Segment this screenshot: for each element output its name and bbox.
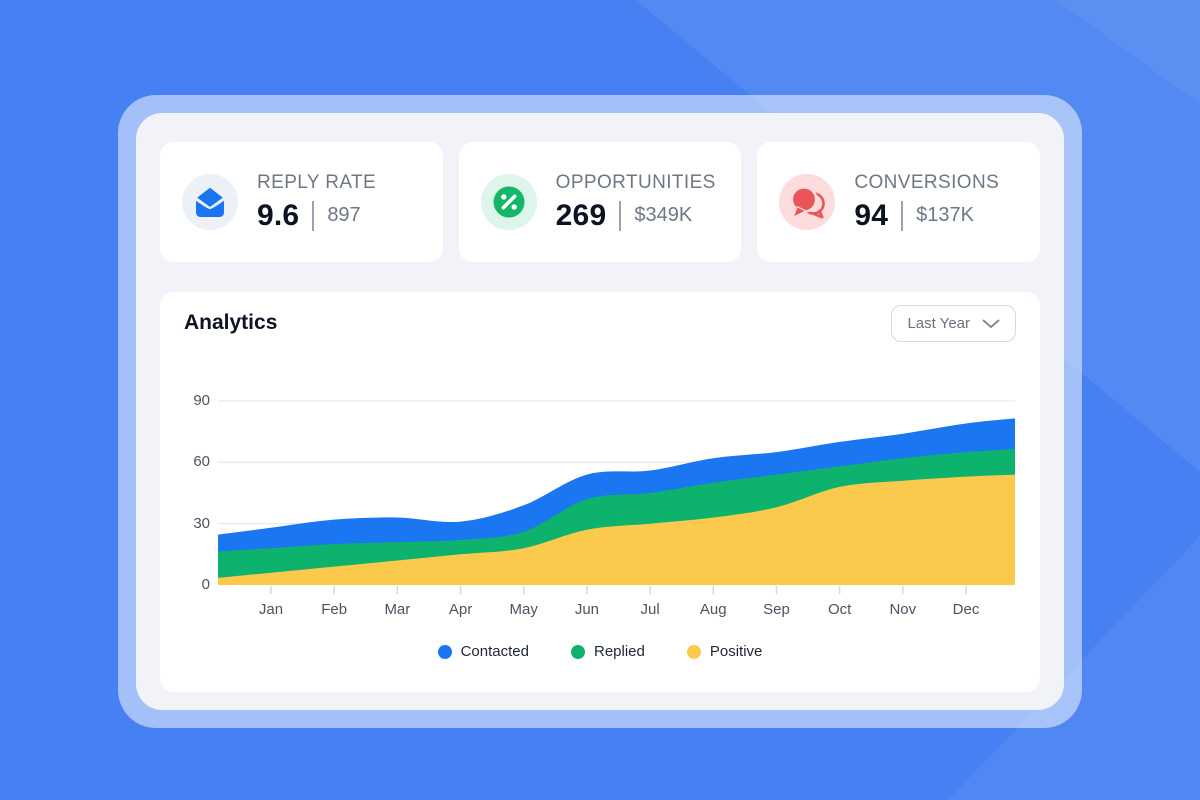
- x-axis-label-feb: Feb: [321, 601, 348, 618]
- dashboard-frame: REPLY RATE 9.6 897 OPPORT: [118, 95, 1082, 728]
- stat-card-row: REPLY RATE 9.6 897 OPPORT: [160, 142, 1041, 262]
- stacked-area-chart: [218, 400, 1015, 594]
- chart-area: 0 30 60 90 Jan Feb Mar Apr May Jun Jul Aug Sep Oct No…: [193, 392, 1015, 618]
- stat-label: REPLY RATE: [257, 171, 377, 193]
- x-axis-label-sep: Sep: [763, 601, 790, 618]
- dashboard-panel: REPLY RATE 9.6 897 OPPORT: [136, 113, 1064, 710]
- chat-bubbles-icon: [779, 174, 836, 230]
- x-axis-label-oct: Oct: [827, 601, 852, 618]
- x-axis-label-apr: Apr: [448, 601, 473, 618]
- legend-item-replied[interactable]: Replied: [570, 643, 645, 660]
- period-dropdown[interactable]: Last Year: [891, 305, 1016, 342]
- envelope-icon: [182, 174, 238, 230]
- period-dropdown-value: Last Year: [907, 315, 970, 332]
- stat-secondary-value: 897: [327, 204, 361, 226]
- stat-label: OPPORTUNITIES: [555, 171, 716, 193]
- stat-value-row: 94 $137K: [854, 199, 999, 233]
- x-axis-label-jan: Jan: [258, 601, 284, 618]
- stat-text-block: CONVERSIONS 94 $137K: [854, 172, 999, 233]
- x-axis-label-mar: Mar: [384, 601, 411, 618]
- legend-item-positive[interactable]: Positive: [686, 643, 763, 660]
- chevron-down-icon: [982, 319, 1000, 328]
- percent-icon: [480, 174, 537, 230]
- analytics-card: Analytics Last Year 0 30 60 90 Jan Feb Mar Apr…: [160, 292, 1040, 692]
- stat-secondary-value: $137K: [916, 204, 974, 226]
- legend-item-contacted[interactable]: Contacted: [437, 643, 529, 660]
- y-axis-labels: 0 30 60 90: [172, 392, 210, 594]
- x-axis-label-may: May: [509, 601, 538, 618]
- stat-card-conversions: CONVERSIONS 94 $137K: [757, 142, 1041, 262]
- y-axis-label-0: 0: [201, 576, 210, 593]
- legend-label: Replied: [593, 643, 645, 660]
- stat-divider: [619, 200, 622, 231]
- stat-value-row: 9.6 897: [257, 199, 376, 233]
- legend-label: Contacted: [460, 643, 529, 660]
- stat-card-reply-rate: REPLY RATE 9.6 897: [160, 142, 443, 262]
- x-axis-label-jun: Jun: [574, 601, 599, 618]
- stat-text-block: REPLY RATE 9.6 897: [257, 172, 376, 233]
- y-axis-label-90: 90: [193, 392, 210, 409]
- x-axis-label-aug: Aug: [699, 601, 727, 618]
- legend-dot-icon: [570, 644, 585, 659]
- stat-divider: [901, 200, 904, 231]
- stat-value: 269: [555, 198, 607, 232]
- stat-label: CONVERSIONS: [854, 171, 1000, 193]
- x-axis-label-nov: Nov: [889, 601, 917, 618]
- legend-dot-icon: [686, 644, 701, 659]
- chart-legend: Contacted Replied Positive: [160, 643, 1040, 660]
- legend-dot-icon: [437, 644, 452, 659]
- x-axis-label-dec: Dec: [952, 601, 980, 618]
- analytics-title: Analytics: [184, 311, 278, 334]
- legend-label: Positive: [709, 643, 763, 660]
- stat-value-row: 269 $349K: [556, 199, 716, 233]
- x-axis-label-jul: Jul: [640, 601, 660, 618]
- stat-secondary-value: $349K: [634, 204, 693, 226]
- area-series-positive: [218, 474, 1015, 585]
- stat-divider: [312, 200, 315, 231]
- stat-card-opportunities: OPPORTUNITIES 269 $349K: [458, 142, 742, 262]
- stat-value: 9.6: [257, 198, 300, 232]
- y-axis-label-30: 30: [193, 514, 210, 532]
- stat-value: 94: [854, 198, 889, 232]
- y-axis-label-60: 60: [193, 453, 210, 471]
- stat-text-block: OPPORTUNITIES 269 $349K: [556, 172, 716, 233]
